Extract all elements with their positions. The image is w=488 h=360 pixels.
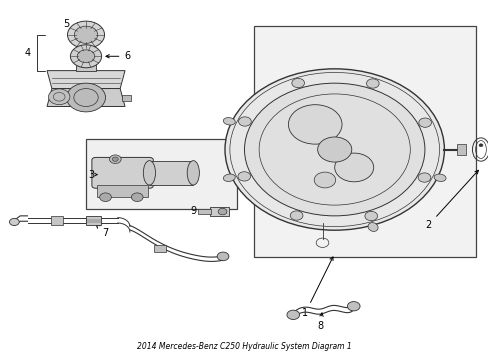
Ellipse shape bbox=[187, 161, 199, 185]
Bar bbox=[154, 245, 166, 252]
Circle shape bbox=[74, 26, 98, 43]
Text: 2: 2 bbox=[425, 170, 477, 230]
Polygon shape bbox=[47, 89, 125, 107]
Text: 2014 Mercedes-Benz C250 Hydraulic System Diagram 1: 2014 Mercedes-Benz C250 Hydraulic System… bbox=[137, 342, 351, 351]
Circle shape bbox=[70, 45, 102, 68]
Circle shape bbox=[291, 78, 304, 88]
Circle shape bbox=[317, 137, 351, 162]
Text: 4: 4 bbox=[24, 48, 31, 58]
Circle shape bbox=[217, 252, 228, 261]
Text: 3: 3 bbox=[88, 170, 94, 180]
Circle shape bbox=[109, 155, 121, 163]
Text: 6: 6 bbox=[124, 51, 130, 61]
Circle shape bbox=[417, 173, 430, 182]
Circle shape bbox=[67, 21, 104, 48]
Ellipse shape bbox=[143, 161, 155, 185]
Circle shape bbox=[244, 83, 424, 216]
Bar bbox=[76, 57, 96, 71]
Circle shape bbox=[48, 89, 70, 105]
Text: 9: 9 bbox=[190, 206, 196, 216]
Bar bbox=[198, 209, 211, 214]
Text: 7: 7 bbox=[96, 225, 108, 238]
Polygon shape bbox=[47, 71, 125, 89]
Ellipse shape bbox=[223, 174, 235, 181]
Circle shape bbox=[238, 172, 250, 181]
Circle shape bbox=[290, 211, 303, 220]
Circle shape bbox=[100, 193, 111, 202]
Circle shape bbox=[66, 83, 105, 112]
Circle shape bbox=[9, 219, 19, 226]
Ellipse shape bbox=[367, 222, 377, 231]
FancyBboxPatch shape bbox=[92, 157, 153, 188]
Bar bbox=[254, 26, 475, 257]
Bar bbox=[51, 216, 62, 225]
Circle shape bbox=[224, 69, 444, 230]
Circle shape bbox=[131, 193, 143, 202]
Bar bbox=[122, 95, 131, 101]
Text: 5: 5 bbox=[63, 19, 69, 29]
Circle shape bbox=[238, 117, 251, 126]
Text: 8: 8 bbox=[316, 313, 323, 331]
Text: 1: 1 bbox=[302, 257, 332, 318]
Bar bbox=[86, 216, 101, 225]
Circle shape bbox=[218, 208, 226, 215]
Circle shape bbox=[366, 79, 378, 88]
Ellipse shape bbox=[223, 118, 235, 125]
Circle shape bbox=[364, 211, 377, 221]
Ellipse shape bbox=[433, 174, 445, 181]
Bar bbox=[86, 139, 237, 209]
Circle shape bbox=[478, 144, 482, 147]
Circle shape bbox=[346, 302, 359, 311]
Bar bbox=[97, 185, 148, 197]
Circle shape bbox=[418, 118, 430, 127]
Circle shape bbox=[77, 50, 95, 63]
Circle shape bbox=[314, 172, 335, 188]
Circle shape bbox=[288, 105, 341, 144]
Circle shape bbox=[334, 153, 373, 182]
Circle shape bbox=[112, 157, 118, 161]
Bar bbox=[210, 207, 228, 216]
Circle shape bbox=[286, 310, 299, 319]
Bar bbox=[149, 161, 193, 185]
Bar bbox=[456, 144, 466, 155]
